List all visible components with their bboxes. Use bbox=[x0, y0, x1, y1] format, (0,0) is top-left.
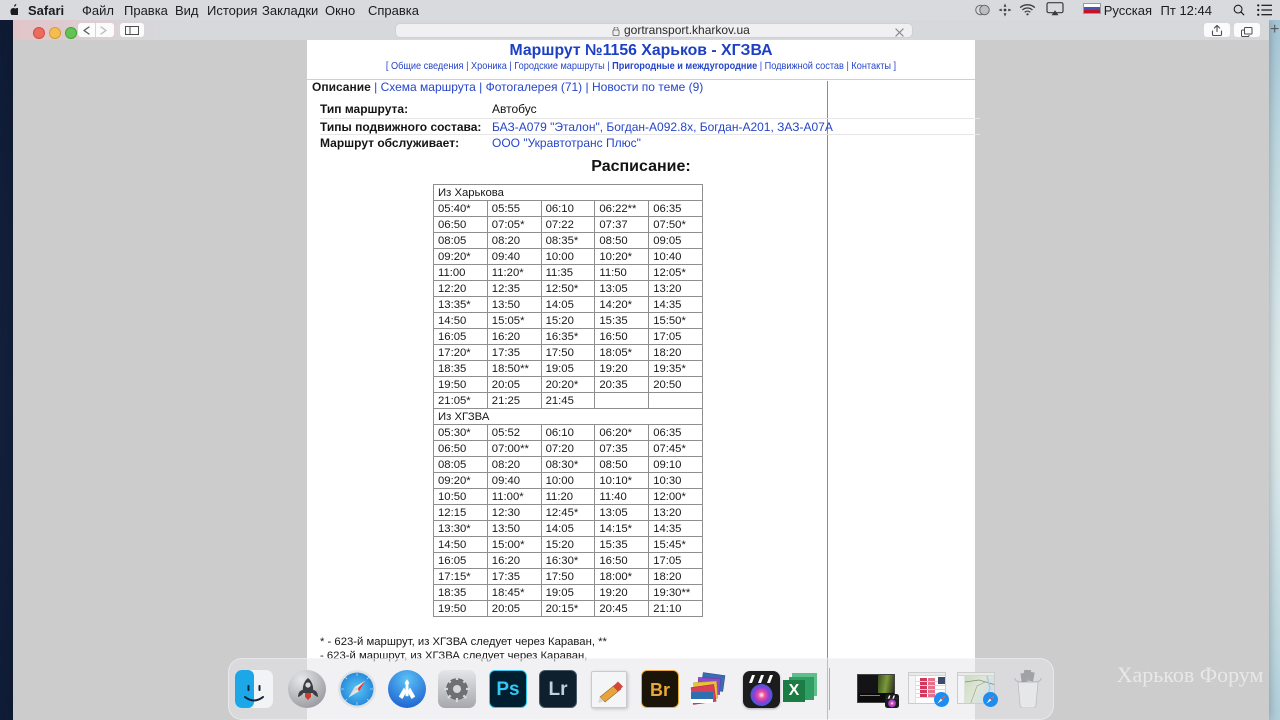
svg-text:X: X bbox=[789, 682, 800, 699]
